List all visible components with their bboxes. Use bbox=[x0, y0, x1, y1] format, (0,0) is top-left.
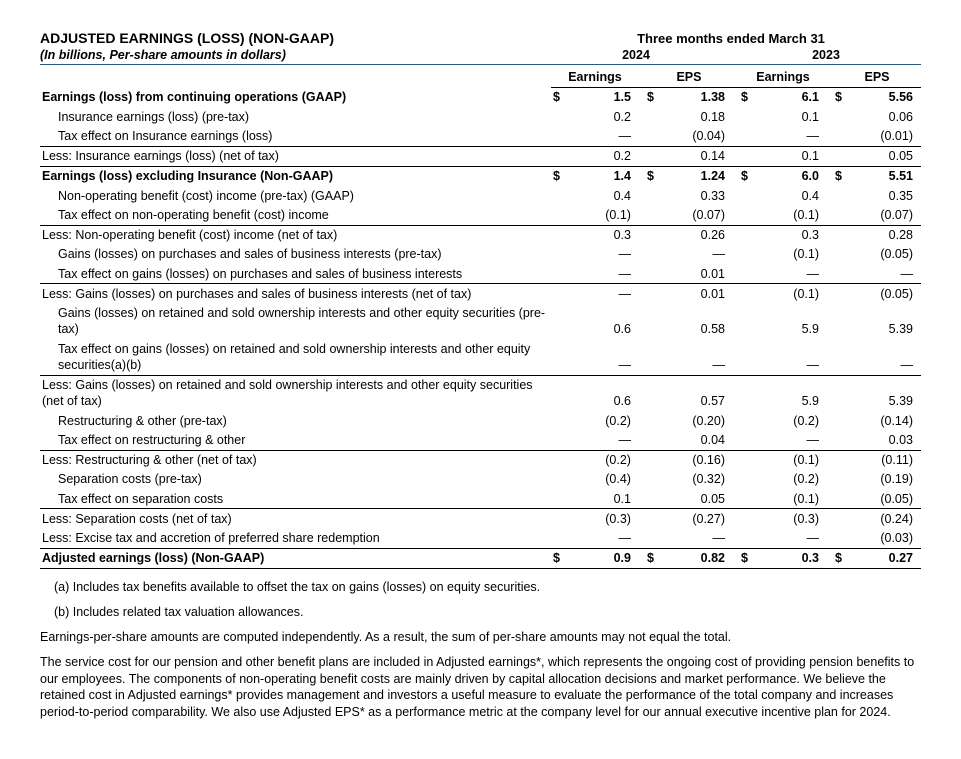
table-row: Less: Non-operating benefit (cost) incom… bbox=[40, 225, 921, 245]
table-row: Tax effect on non-operating benefit (cos… bbox=[40, 205, 921, 225]
footnote-b: (b) Includes related tax valuation allow… bbox=[40, 604, 921, 621]
table-row: Insurance earnings (loss) (pre-tax)0.20.… bbox=[40, 107, 921, 126]
table-row: Less: Gains (losses) on purchases and sa… bbox=[40, 284, 921, 304]
year-2024-label: 2024 bbox=[541, 48, 731, 62]
footnotes: (a) Includes tax benefits available to o… bbox=[40, 579, 921, 721]
footnote-p1: Earnings-per-share amounts are computed … bbox=[40, 629, 921, 646]
table-row: Less: Separation costs (net of tax)(0.3)… bbox=[40, 509, 921, 529]
table-row: Tax effect on gains (losses) on purchase… bbox=[40, 264, 921, 284]
col-eps-2023: EPS bbox=[833, 65, 921, 87]
table-row: Earnings (loss) from continuing operatio… bbox=[40, 87, 921, 107]
table-row: Less: Excise tax and accretion of prefer… bbox=[40, 529, 921, 549]
table-row: Less: Insurance earnings (loss) (net of … bbox=[40, 146, 921, 166]
table-row: Restructuring & other (pre-tax)(0.2)(0.2… bbox=[40, 411, 921, 430]
table-row: Tax effect on separation costs0.10.05(0.… bbox=[40, 489, 921, 509]
footnote-p2: The service cost for our pension and oth… bbox=[40, 654, 921, 722]
table-row: Gains (losses) on retained and sold owne… bbox=[40, 304, 921, 340]
column-header-row: Earnings EPS Earnings EPS bbox=[40, 65, 921, 87]
period-label: Three months ended March 31 bbox=[541, 31, 921, 46]
year-2023-label: 2023 bbox=[731, 48, 921, 62]
col-eps-2024: EPS bbox=[645, 65, 733, 87]
table-row: Adjusted earnings (loss) (Non-GAAP)$0.9$… bbox=[40, 548, 921, 568]
table-row: Tax effect on Insurance earnings (loss)—… bbox=[40, 126, 921, 146]
table-row: Earnings (loss) excluding Insurance (Non… bbox=[40, 166, 921, 186]
table-row: Non-operating benefit (cost) income (pre… bbox=[40, 186, 921, 205]
footnote-a: (a) Includes tax benefits available to o… bbox=[40, 579, 921, 596]
table-title: ADJUSTED EARNINGS (LOSS) (NON-GAAP) bbox=[40, 30, 541, 46]
table-row: Gains (losses) on purchases and sales of… bbox=[40, 245, 921, 264]
earnings-table: Earnings EPS Earnings EPS Earnings (loss… bbox=[40, 65, 921, 569]
table-row: Tax effect on restructuring & other—0.04… bbox=[40, 430, 921, 450]
table-row: Separation costs (pre-tax)(0.4)(0.32)(0.… bbox=[40, 470, 921, 489]
table-row: Less: Gains (losses) on retained and sol… bbox=[40, 375, 921, 411]
col-earnings-2023: Earnings bbox=[739, 65, 827, 87]
col-earnings-2024: Earnings bbox=[551, 65, 639, 87]
table-subtitle: (In billions, Per-share amounts in dolla… bbox=[40, 48, 541, 62]
table-row: Tax effect on gains (losses) on retained… bbox=[40, 339, 921, 375]
table-row: Less: Restructuring & other (net of tax)… bbox=[40, 450, 921, 470]
